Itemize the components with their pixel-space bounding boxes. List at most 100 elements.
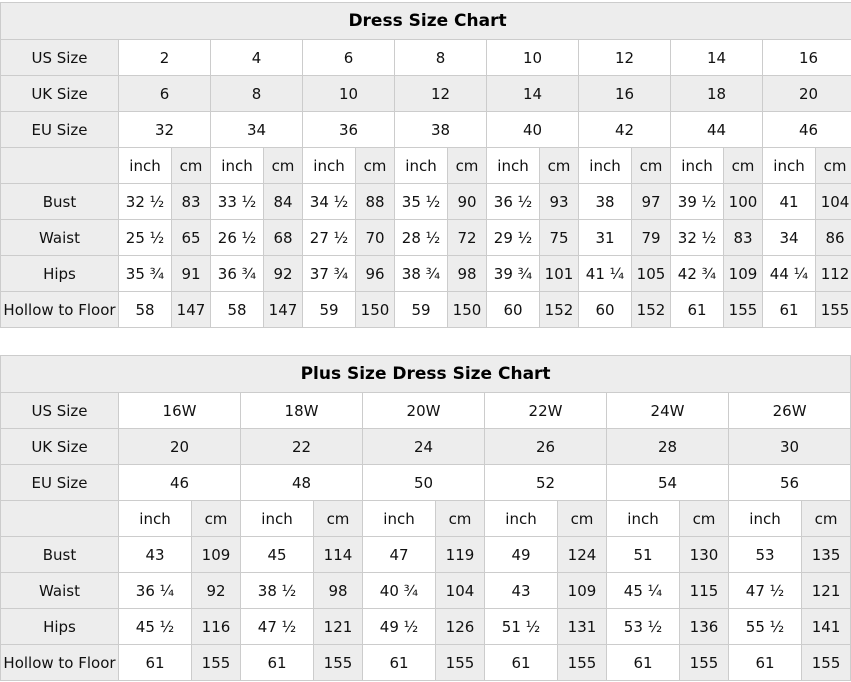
row-label: Hips — [0, 255, 119, 292]
cm-value-cell: 101 — [539, 255, 579, 292]
inch-value-cell: 29 ½ — [486, 219, 540, 256]
inch-value-cell: 61 — [484, 644, 558, 681]
measure-row: Waist 25 ½ 65 26 ½ 68 27 ½ 70 28 ½ 72 29 ½ 75 31 79 3… — [0, 219, 851, 256]
row-label: Bust — [0, 536, 119, 573]
unit-inch-cell: inch — [670, 147, 724, 184]
row-label: UK Size — [0, 428, 119, 465]
size-row: US Size 2 4 6 8 10 12 14 16 — [0, 39, 851, 76]
inch-value-cell: 39 ½ — [670, 183, 724, 220]
size-cell: 20 — [761, 75, 851, 112]
inch-value-cell: 47 ½ — [728, 572, 802, 609]
cm-value-cell: 152 — [631, 291, 671, 328]
size-cell: 22W — [484, 392, 607, 429]
size-cell: 22 — [240, 428, 363, 465]
unit-inch-cell: inch — [728, 500, 802, 537]
row-label: Hips — [0, 608, 119, 645]
measure-row: Bust 32 ½ 83 33 ½ 84 34 ½ 88 35 ½ 90 36 ½ 93 38 97 39… — [0, 183, 851, 220]
size-cell: 50 — [362, 464, 485, 501]
unit-inch-cell: inch — [578, 147, 632, 184]
size-cell: 18 — [670, 75, 763, 112]
table-title-row: Plus Size Dress Size Chart — [0, 355, 851, 393]
size-row: EU Size 32 34 36 38 40 42 44 46 — [0, 111, 851, 148]
inch-value-cell: 45 ½ — [118, 608, 192, 645]
inch-value-cell: 60 — [578, 291, 632, 328]
cm-value-cell: 98 — [313, 572, 363, 609]
table-title: Plus Size Dress Size Chart — [0, 355, 851, 393]
inch-value-cell: 61 — [762, 291, 816, 328]
unit-header-row: inch cm inch cm inch cm inch cm inch cm inch cm inch… — [0, 147, 851, 184]
inch-value-cell: 41 ¼ — [578, 255, 632, 292]
size-cell: 18W — [240, 392, 363, 429]
cm-value-cell: 155 — [191, 644, 241, 681]
inch-value-cell: 44 ¼ — [762, 255, 816, 292]
unit-cm-cell: cm — [539, 147, 579, 184]
unit-cm-cell: cm — [631, 147, 671, 184]
inch-value-cell: 61 — [728, 644, 802, 681]
inch-value-cell: 61 — [240, 644, 314, 681]
inch-value-cell: 27 ½ — [302, 219, 356, 256]
size-cell: 42 — [578, 111, 671, 148]
size-cell: 26W — [727, 392, 851, 429]
cm-value-cell: 147 — [171, 291, 211, 328]
inch-value-cell: 38 ½ — [240, 572, 314, 609]
cm-value-cell: 91 — [171, 255, 211, 292]
cm-value-cell: 119 — [435, 536, 485, 573]
cm-value-cell: 93 — [539, 183, 579, 220]
inch-value-cell: 35 ¾ — [118, 255, 172, 292]
row-label — [0, 147, 119, 184]
unit-cm-cell: cm — [814, 147, 851, 184]
inch-value-cell: 26 ½ — [210, 219, 264, 256]
table-title-row: Dress Size Chart — [0, 2, 851, 40]
inch-value-cell: 61 — [606, 644, 680, 681]
cm-value-cell: 114 — [313, 536, 363, 573]
cm-value-cell: 86 — [814, 219, 851, 256]
measure-row: Waist 36 ¼ 92 38 ½ 98 40 ¾ 104 43 109 45 ¼ 115 47 ½… — [0, 572, 851, 609]
unit-cm-cell: cm — [355, 147, 395, 184]
size-cell: 48 — [240, 464, 363, 501]
size-row: US Size 16W 18W 20W 22W 24W 26W — [0, 392, 851, 429]
unit-inch-cell: inch — [240, 500, 314, 537]
row-label: Waist — [0, 219, 119, 256]
row-label: Bust — [0, 183, 119, 220]
inch-value-cell: 25 ½ — [118, 219, 172, 256]
cm-value-cell: 121 — [800, 572, 851, 609]
cm-value-cell: 130 — [679, 536, 729, 573]
row-label: US Size — [0, 39, 119, 76]
inch-value-cell: 55 ½ — [728, 608, 802, 645]
cm-value-cell: 83 — [723, 219, 763, 256]
inch-value-cell: 51 ½ — [484, 608, 558, 645]
inch-value-cell: 31 — [578, 219, 632, 256]
inch-value-cell: 28 ½ — [394, 219, 448, 256]
cm-value-cell: 147 — [263, 291, 303, 328]
cm-value-cell: 150 — [355, 291, 395, 328]
cm-value-cell: 155 — [723, 291, 763, 328]
cm-value-cell: 124 — [557, 536, 607, 573]
inch-value-cell: 51 — [606, 536, 680, 573]
cm-value-cell: 131 — [557, 608, 607, 645]
inch-value-cell: 61 — [362, 644, 436, 681]
unit-inch-cell: inch — [762, 147, 816, 184]
inch-value-cell: 34 — [762, 219, 816, 256]
row-label: EU Size — [0, 111, 119, 148]
inch-value-cell: 36 ½ — [486, 183, 540, 220]
inch-value-cell: 49 ½ — [362, 608, 436, 645]
dress-size-chart: Dress Size Chart US Size 2 4 6 8 10 12 14 16 UK Si… — [0, 2, 851, 328]
row-label: Hollow to Floor — [0, 291, 119, 328]
plus-size-dress-size-chart: Plus Size Dress Size Chart US Size 16W 18W 2… — [0, 355, 851, 681]
inch-value-cell: 36 ¼ — [118, 572, 192, 609]
unit-cm-cell: cm — [191, 500, 241, 537]
cm-value-cell: 98 — [447, 255, 487, 292]
unit-cm-cell: cm — [723, 147, 763, 184]
unit-header-row: inch cm inch cm inch cm inch cm inch cm inch cm — [0, 500, 851, 537]
cm-value-cell: 109 — [557, 572, 607, 609]
inch-value-cell: 32 ½ — [670, 219, 724, 256]
cm-value-cell: 88 — [355, 183, 395, 220]
unit-cm-cell: cm — [447, 147, 487, 184]
cm-value-cell: 97 — [631, 183, 671, 220]
size-cell: 12 — [394, 75, 487, 112]
inch-value-cell: 49 — [484, 536, 558, 573]
inch-value-cell: 60 — [486, 291, 540, 328]
cm-value-cell: 104 — [814, 183, 851, 220]
